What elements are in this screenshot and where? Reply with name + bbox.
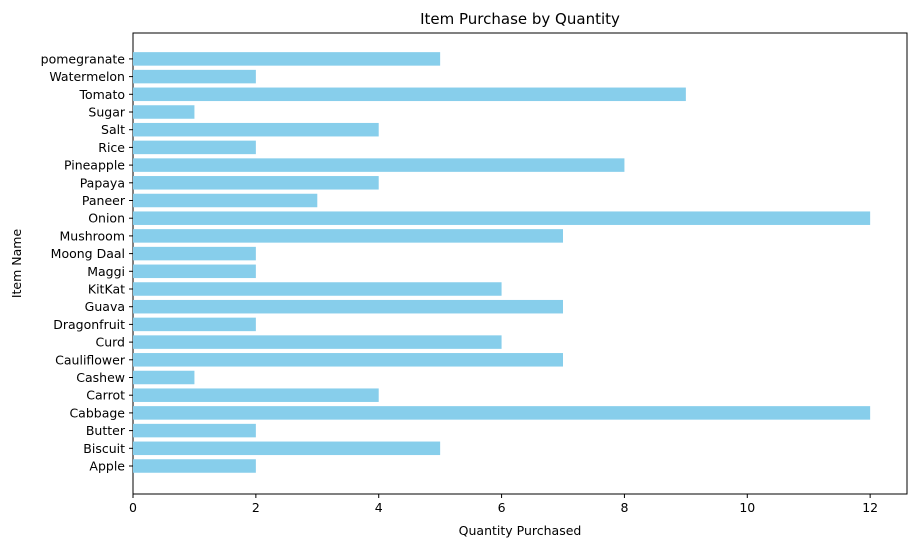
x-tick-label: 8 [620,500,628,515]
bars-group [133,52,871,473]
bar-moong-daal [133,246,256,261]
y-axis: Apple Biscuit Butter Cabbage Carrot Cashew Cau… [41,51,133,474]
bar-pineapple [133,158,625,172]
y-tick-label: Onion [88,211,125,226]
x-tick-label: 0 [129,500,137,515]
chart-title: Item Purchase by Quantity [420,10,620,28]
y-tick-label: Guava [85,299,125,314]
y-tick-label: Tomato [78,87,125,102]
bar-biscuit [133,441,441,456]
bar-paneer [133,193,318,208]
y-tick-label: Moong Daal [51,246,125,261]
y-tick-label: Cabbage [69,405,125,420]
x-axis-label: Quantity Purchased [459,523,582,538]
bar-apple [133,459,256,473]
y-tick-label: Maggi [87,264,125,279]
x-axis: 0 2 4 6 8 10 12 [129,494,878,515]
y-tick-label: Biscuit [83,441,125,456]
y-tick-label: Cauliflower [55,352,126,367]
bar-mushroom [133,229,563,243]
y-tick-label: Cashew [76,370,125,385]
x-tick-label: 12 [862,500,878,515]
bar-papaya [133,176,379,190]
x-tick-label: 6 [498,500,506,515]
y-tick-label: Pineapple [64,158,125,173]
y-tick-label: Watermelon [49,69,125,84]
y-axis-label: Item Name [9,229,24,299]
bar-cashew [133,370,195,385]
x-tick-label: 10 [739,500,755,515]
bar-guava [133,299,563,314]
bar-kitkat [133,282,502,296]
bar-salt [133,122,379,137]
y-tick-label: Curd [95,335,125,350]
bar-cauliflower [133,353,563,367]
y-tick-label: Rice [98,140,125,155]
bar-butter [133,423,256,438]
bar-rice [133,140,256,155]
bar-tomato [133,87,686,102]
bar-onion [133,211,871,225]
x-tick-label: 4 [375,500,383,515]
bar-curd [133,335,502,349]
y-tick-label: pomegranate [41,51,126,66]
y-tick-label: Papaya [80,175,125,190]
bar-maggi [133,264,256,279]
bar-carrot [133,388,379,402]
bar-sugar [133,105,195,119]
y-tick-label: Carrot [86,388,125,403]
y-tick-label: Sugar [88,105,125,120]
y-tick-label: Mushroom [60,228,125,243]
plot-frame [132,32,908,495]
y-tick-label: Butter [86,423,126,438]
y-tick-label: Apple [89,459,125,474]
bar-watermelon [133,69,256,84]
bar-cabbage [133,406,871,420]
x-tick-label: 2 [252,500,260,515]
y-tick-label: Dragonfruit [53,317,125,332]
y-tick-label: KitKat [88,282,125,297]
y-tick-label: Paneer [82,193,126,208]
bar-pomegranate [133,52,441,66]
y-tick-label: Salt [101,122,125,137]
bar-dragonfruit [133,317,256,332]
